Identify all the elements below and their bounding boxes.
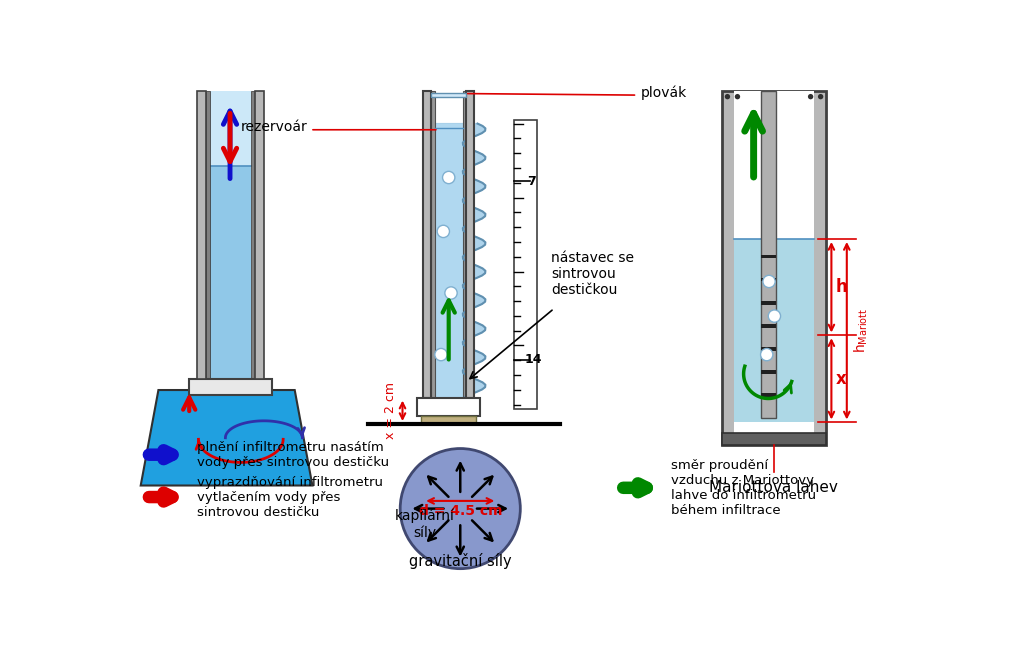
Text: nástavec se
sintrovou
destičkou: nástavec se sintrovou destičkou — [551, 250, 634, 297]
Text: 7: 7 — [527, 175, 536, 188]
Circle shape — [400, 448, 521, 569]
Bar — [722, 433, 826, 446]
Circle shape — [438, 225, 450, 237]
Bar — [423, 91, 431, 398]
Text: směr proudění
vzduchu z Mariottovy
lahve do infiltrometru
béhem infiltrace: směr proudění vzduchu z Mariottovy lahve… — [672, 459, 816, 517]
Circle shape — [808, 94, 813, 99]
Text: x = 2 cm: x = 2 cm — [385, 382, 397, 439]
Polygon shape — [435, 124, 485, 408]
Bar — [762, 301, 776, 304]
Circle shape — [445, 287, 457, 299]
Bar — [207, 91, 210, 379]
Circle shape — [443, 172, 455, 184]
Circle shape — [734, 94, 741, 99]
Circle shape — [724, 94, 730, 99]
Text: kapilární
síly: kapilární síly — [395, 508, 455, 540]
Bar — [210, 91, 251, 166]
Bar — [254, 91, 264, 379]
Bar — [762, 347, 776, 351]
Text: plnění infiltrometru nasátím
vody přes sintrovou destičku: plnění infiltrometru nasátím vody přes s… — [197, 441, 389, 469]
Bar — [251, 91, 254, 379]
Text: x: x — [836, 370, 847, 388]
Bar — [762, 393, 776, 397]
Circle shape — [817, 94, 824, 99]
Bar — [762, 370, 776, 374]
Bar — [435, 124, 463, 398]
Bar — [463, 91, 466, 398]
Bar — [466, 91, 474, 398]
Circle shape — [768, 310, 781, 322]
Text: h$_{\mathrm{Mariott}}$: h$_{\mathrm{Mariott}}$ — [853, 308, 870, 353]
Circle shape — [435, 348, 447, 361]
Bar — [431, 93, 466, 97]
Text: h: h — [836, 278, 848, 296]
Text: rezervoár: rezervoár — [241, 121, 308, 134]
Bar — [762, 324, 776, 328]
Text: vyprazdňování infiltrometru
vytlačením vody přes
sintrovou destičku: vyprazdňování infiltrometru vytlačením v… — [197, 475, 383, 519]
Circle shape — [763, 275, 775, 288]
Text: gravitační síly: gravitační síly — [409, 553, 512, 569]
Polygon shape — [141, 390, 312, 486]
Bar — [197, 91, 207, 379]
Bar — [734, 239, 813, 422]
Bar — [722, 91, 826, 446]
Text: Mariottova lahev: Mariottova lahev — [709, 480, 838, 495]
Bar — [431, 91, 435, 398]
Bar — [734, 91, 813, 433]
Circle shape — [761, 348, 773, 361]
Bar — [762, 277, 776, 281]
Bar — [189, 379, 271, 395]
Bar — [421, 416, 476, 424]
Bar — [762, 91, 776, 418]
Text: plovák: plovák — [641, 86, 688, 100]
Bar — [210, 166, 251, 379]
Text: d = 4.5 cm: d = 4.5 cm — [418, 504, 502, 518]
Bar — [762, 255, 776, 259]
Bar — [515, 120, 537, 408]
Text: 14: 14 — [525, 353, 542, 366]
Bar — [417, 398, 480, 416]
